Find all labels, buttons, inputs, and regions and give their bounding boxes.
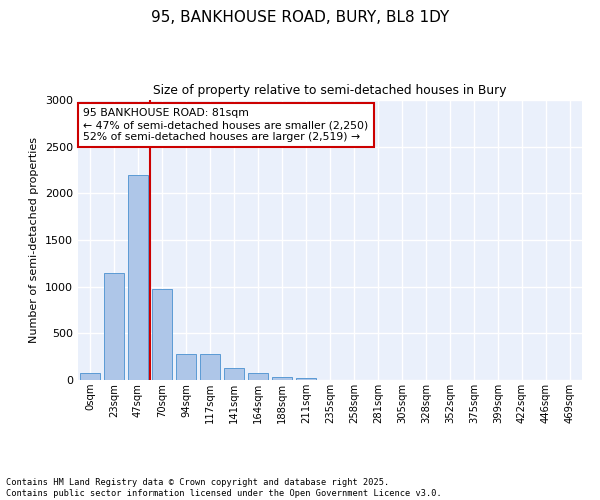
Bar — [104, 272, 124, 380]
Bar — [248, 373, 268, 380]
Bar — [128, 174, 148, 380]
Bar — [272, 377, 292, 380]
Bar — [224, 368, 244, 380]
Text: 95 BANKHOUSE ROAD: 81sqm
← 47% of semi-detached houses are smaller (2,250)
52% o: 95 BANKHOUSE ROAD: 81sqm ← 47% of semi-d… — [83, 108, 368, 142]
Bar — [80, 373, 100, 380]
Y-axis label: Number of semi-detached properties: Number of semi-detached properties — [29, 137, 40, 343]
Text: 95, BANKHOUSE ROAD, BURY, BL8 1DY: 95, BANKHOUSE ROAD, BURY, BL8 1DY — [151, 10, 449, 25]
Bar — [152, 289, 172, 380]
Bar — [176, 354, 196, 380]
Bar — [296, 378, 316, 380]
Text: Contains HM Land Registry data © Crown copyright and database right 2025.
Contai: Contains HM Land Registry data © Crown c… — [6, 478, 442, 498]
Title: Size of property relative to semi-detached houses in Bury: Size of property relative to semi-detach… — [153, 84, 507, 98]
Bar — [200, 354, 220, 380]
